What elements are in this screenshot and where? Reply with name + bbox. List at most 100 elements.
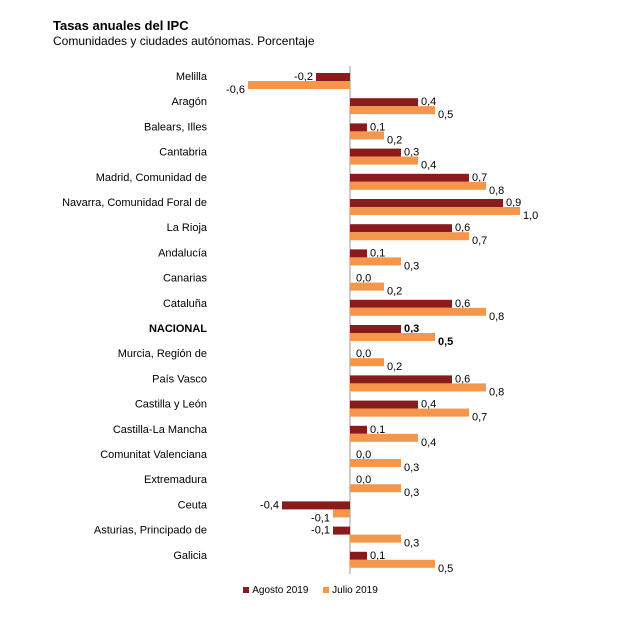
bar-julio [350, 106, 435, 115]
bar-julio [350, 459, 401, 467]
legend-label-agosto: Agosto 2019 [252, 585, 309, 596]
data-label-julio: 0,7 [472, 412, 487, 424]
data-label-julio: 0,3 [404, 538, 419, 550]
category-label: Madrid, Comunidad de [96, 172, 207, 184]
category-label: Galicia [173, 550, 208, 562]
data-label-agosto: 0,6 [455, 373, 470, 385]
category-label: Murcia, Región de [118, 348, 207, 360]
bar-julio [350, 559, 435, 568]
bar-agosto [333, 526, 350, 535]
chart-subtitle: Comunidades y ciudades autónomas. Porcen… [53, 34, 315, 48]
bar-julio [350, 333, 435, 341]
data-label-julio: 0,8 [489, 185, 504, 197]
bar-agosto [350, 375, 452, 384]
data-label-julio: 0,5 [438, 109, 453, 121]
category-label: Melilla [176, 71, 208, 83]
data-label-julio: 0,3 [404, 462, 419, 474]
bar-agosto [350, 123, 367, 132]
data-label-agosto: 0,0 [356, 449, 371, 461]
data-label-agosto: -0,1 [311, 525, 330, 537]
bar-agosto [350, 325, 401, 333]
category-label: Cataluña [163, 298, 208, 310]
data-label-julio: 0,5 [438, 563, 453, 575]
legend: Agosto 2019 Julio 2019 [0, 585, 621, 596]
bar-agosto [350, 299, 452, 308]
data-label-julio: 0,8 [489, 386, 504, 398]
data-label-julio: -0,1 [311, 512, 330, 524]
legend-item-julio: Julio 2019 [323, 585, 378, 596]
bar-julio [350, 383, 486, 392]
data-label-agosto: 0,0 [356, 348, 371, 360]
bar-agosto [350, 98, 418, 107]
bar-julio [248, 81, 350, 89]
category-label: Navarra, Comunidad Foral de [62, 197, 207, 209]
data-label-agosto: 0,1 [370, 247, 385, 259]
bar-julio [350, 534, 401, 543]
bar-julio [350, 156, 418, 165]
data-label-agosto: 0,1 [370, 424, 385, 436]
bar-agosto [350, 551, 367, 560]
bar-julio [350, 358, 384, 367]
bar-julio [350, 408, 469, 417]
bar-agosto [350, 148, 401, 157]
bar-julio [350, 257, 401, 266]
data-label-julio: 0,4 [421, 437, 436, 449]
data-label-agosto: 0,4 [421, 399, 436, 411]
bar-julio [350, 131, 384, 140]
data-label-julio: 0,3 [404, 260, 419, 272]
data-label-julio: 0,5 [438, 336, 453, 348]
category-label: País Vasco [152, 373, 207, 385]
data-label-agosto: 0,7 [472, 172, 487, 184]
data-label-julio: 0,3 [404, 487, 419, 499]
legend-item-agosto: Agosto 2019 [243, 585, 311, 596]
data-label-agosto: 0,3 [404, 147, 419, 159]
legend-swatch-julio [323, 587, 330, 594]
bar-agosto [350, 199, 503, 207]
chart-title: Tasas anuales del IPC [53, 18, 189, 33]
data-label-agosto: 0,0 [356, 474, 371, 486]
bar-julio [350, 207, 520, 215]
data-label-julio: 0,4 [421, 160, 436, 172]
data-label-julio: 0,7 [472, 235, 487, 247]
data-label-julio: 0,2 [387, 286, 402, 298]
data-label-agosto: 0,1 [370, 121, 385, 133]
category-label: Asturias, Principado de [94, 525, 207, 537]
bar-julio [350, 181, 486, 190]
data-label-julio: 0,2 [387, 361, 402, 373]
data-label-agosto: 0,6 [455, 222, 470, 234]
data-label-agosto: 0,3 [404, 323, 419, 335]
category-label: Castilla-La Mancha [113, 424, 208, 436]
category-label: Andalucía [158, 247, 208, 259]
data-label-agosto: 0,0 [356, 273, 371, 285]
data-label-agosto: 0,6 [455, 298, 470, 310]
bar-julio [333, 509, 350, 518]
data-label-julio: 0,2 [387, 134, 402, 146]
bar-julio [350, 282, 384, 291]
bar-julio [350, 307, 486, 316]
category-label: NACIONAL [149, 323, 207, 335]
data-label-julio: 1,0 [523, 210, 538, 222]
data-label-agosto: -0,4 [260, 499, 279, 511]
category-label: Aragón [172, 96, 207, 108]
data-label-agosto: 0,4 [421, 96, 436, 108]
bar-agosto [350, 425, 367, 434]
bar-agosto [350, 400, 418, 409]
category-label: Castilla y León [135, 399, 207, 411]
data-label-julio: 0,8 [489, 311, 504, 323]
data-label-agosto: -0,2 [294, 71, 313, 83]
bar-julio [350, 232, 469, 241]
category-label: La Rioja [167, 222, 208, 234]
category-label: Cantabria [159, 147, 208, 159]
category-label: Comunitat Valenciana [100, 449, 208, 461]
data-label-agosto: 0,1 [370, 550, 385, 562]
bar-agosto [350, 224, 452, 233]
data-label-julio: -0,6 [226, 84, 245, 96]
bar-julio [350, 433, 418, 442]
category-label: Ceuta [178, 499, 208, 511]
legend-label-julio: Julio 2019 [332, 585, 378, 596]
bar-julio [350, 484, 401, 493]
category-label: Extremadura [144, 474, 208, 486]
bar-agosto [350, 249, 367, 258]
data-label-agosto: 0,9 [506, 197, 521, 209]
